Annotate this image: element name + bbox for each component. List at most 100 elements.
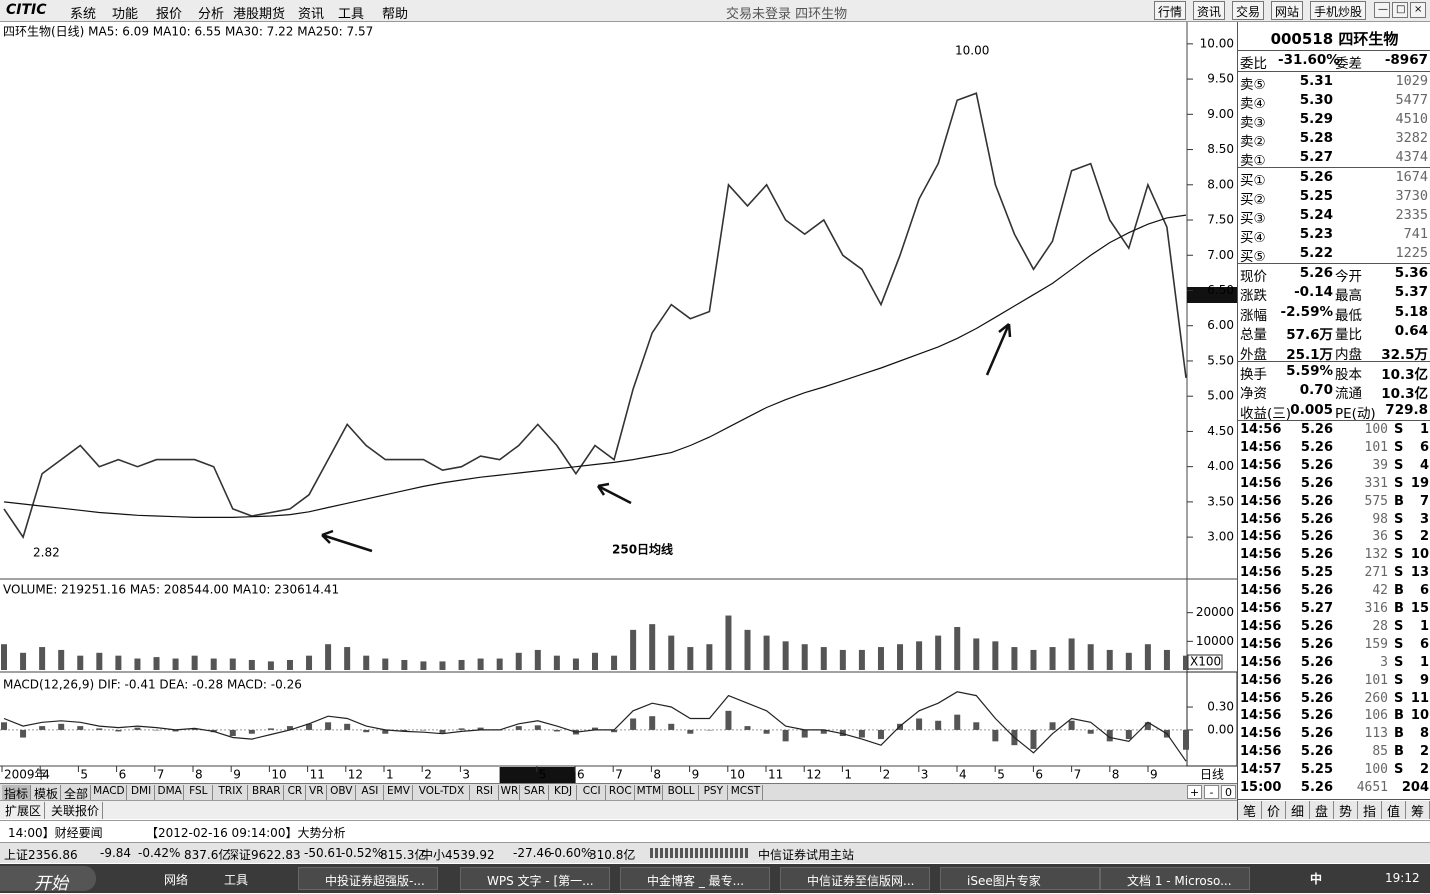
indicator-tab[interactable]: 指标 bbox=[2, 785, 31, 801]
menu-item[interactable]: 资讯 bbox=[298, 7, 325, 22]
menu-item[interactable]: 分析 bbox=[198, 7, 225, 22]
taskbar-item[interactable]: 工具 bbox=[224, 873, 249, 887]
quote-tab[interactable]: 势 bbox=[1334, 801, 1358, 820]
x-tick-label: 4 bbox=[42, 768, 50, 782]
indicator-tab[interactable]: KDJ bbox=[550, 785, 578, 800]
menu-item[interactable]: 帮助 bbox=[382, 7, 409, 22]
tick-side: S bbox=[1394, 475, 1404, 491]
news-item[interactable]: 14:00】财经要闻 bbox=[8, 826, 103, 840]
menu-item[interactable]: 系统 bbox=[70, 7, 97, 22]
quote-tab[interactable]: 值 bbox=[1382, 801, 1406, 820]
indicator-tab[interactable]: VOL-TDX bbox=[414, 785, 471, 800]
indicator-tab[interactable]: DMI bbox=[128, 785, 156, 800]
series-bar bbox=[572, 658, 579, 670]
menu-button[interactable]: 行情 bbox=[1154, 1, 1187, 20]
menu-button[interactable]: 资讯 bbox=[1193, 1, 1226, 20]
window-button[interactable]: □ bbox=[1392, 2, 1408, 18]
indicator-tab[interactable]: CCI bbox=[578, 785, 606, 800]
menu-item[interactable]: 功能 bbox=[112, 7, 139, 22]
indicator-tab[interactable]: 全部 bbox=[62, 785, 91, 801]
window-button[interactable]: × bbox=[1410, 2, 1426, 18]
indicator-tab[interactable]: MACD bbox=[92, 785, 127, 800]
x-tick-label: 9 bbox=[692, 768, 700, 782]
extra-tab[interactable]: 关联报价 bbox=[48, 802, 104, 819]
field-label: 委差 bbox=[1335, 56, 1362, 72]
tick-count: 1 bbox=[1419, 654, 1429, 670]
start-button[interactable]: 开始 bbox=[0, 866, 96, 894]
series-bar bbox=[401, 729, 408, 732]
taskbar-item[interactable]: 中金博客 _ 最专... bbox=[620, 867, 770, 890]
taskbar-item[interactable]: iSee图片专家 bbox=[940, 867, 1100, 890]
tick-time: 14:56 bbox=[1240, 601, 1282, 616]
taskbar-item[interactable]: 中信证券至信版网... bbox=[780, 867, 930, 890]
indicator-tab[interactable]: FSL bbox=[185, 785, 213, 800]
indicator-tab[interactable]: ROC bbox=[607, 785, 635, 800]
x-tick-label: 8 bbox=[653, 768, 661, 782]
indicator-tab[interactable]: BRAR bbox=[249, 785, 285, 800]
quote-tab[interactable]: 价 bbox=[1262, 801, 1286, 820]
zoom-button[interactable]: + bbox=[1187, 785, 1202, 799]
indicator-tab[interactable]: ASI bbox=[357, 785, 385, 800]
tick-side: S bbox=[1394, 636, 1404, 652]
series-bar bbox=[820, 729, 827, 734]
tick-count: 6 bbox=[1419, 583, 1429, 599]
menu-button[interactable]: 手机炒股 bbox=[1310, 1, 1367, 20]
window-button[interactable]: — bbox=[1374, 2, 1390, 18]
ime-indicator[interactable]: 中 bbox=[1310, 872, 1323, 886]
menu-item[interactable]: 港股期货 bbox=[233, 7, 286, 22]
zoom-button[interactable]: 0 bbox=[1221, 785, 1236, 799]
quote-tab[interactable]: 指 bbox=[1358, 801, 1382, 820]
series-bar bbox=[77, 655, 84, 670]
book-volume: 1029 bbox=[1395, 73, 1428, 89]
indicator-tab[interactable]: EMV bbox=[385, 785, 413, 800]
y-tick-label: 7.00 bbox=[1207, 248, 1234, 262]
quote-tab[interactable]: 笔 bbox=[1238, 801, 1262, 820]
menu-item[interactable]: 工具 bbox=[338, 7, 365, 22]
quote-tab[interactable]: 盘 bbox=[1310, 801, 1334, 820]
indicator-tab[interactable]: SAR bbox=[521, 785, 549, 800]
menu-button[interactable]: 网站 bbox=[1271, 1, 1304, 20]
series-bar bbox=[267, 728, 274, 730]
series-bar bbox=[153, 729, 160, 731]
series-bar bbox=[706, 729, 713, 731]
series-bar bbox=[801, 644, 808, 670]
news-item[interactable]: 【2012-02-16 09:14:00】大势分析 bbox=[146, 826, 346, 840]
x-tick-label: 11 bbox=[310, 768, 325, 782]
series-bar bbox=[611, 655, 618, 670]
indicator-tab[interactable]: RSI bbox=[471, 785, 499, 800]
taskbar-item[interactable]: 网络 bbox=[164, 873, 189, 887]
menu-button[interactable]: 交易 bbox=[1232, 1, 1265, 20]
quote-tab[interactable]: 细 bbox=[1286, 801, 1310, 820]
stock-code: 000518 四环生物 bbox=[1270, 30, 1399, 48]
x-tick-label: 5 bbox=[997, 768, 1005, 782]
taskbar-item[interactable]: 文档 1 - Microso... bbox=[1100, 867, 1250, 890]
x-tick-label: 12 bbox=[348, 768, 363, 782]
field-label: 收益(三) bbox=[1240, 405, 1292, 422]
taskbar-item[interactable]: WPS 文字 - [第一... bbox=[460, 867, 610, 890]
indicator-tab[interactable]: MCST bbox=[729, 785, 764, 800]
indicator-tab[interactable]: CR bbox=[285, 785, 306, 800]
indicator-tab[interactable]: OBV bbox=[328, 785, 356, 800]
tick-volume: 113 bbox=[1364, 726, 1388, 742]
field-value: 0.70 bbox=[1299, 382, 1333, 399]
indicator-tab[interactable]: DMA bbox=[156, 785, 184, 800]
series-bar bbox=[420, 729, 427, 731]
indicator-tab[interactable]: VR bbox=[307, 785, 327, 800]
series-bar bbox=[420, 661, 427, 670]
series-bar bbox=[20, 729, 27, 738]
book-price: 5.24 bbox=[1299, 207, 1333, 223]
indicator-tab[interactable]: PSY bbox=[700, 785, 728, 800]
macd-axis-box bbox=[1186, 671, 1237, 767]
menu-item[interactable]: 报价 bbox=[156, 7, 183, 22]
taskbar-item[interactable]: 中投证券超强版-... bbox=[298, 867, 438, 890]
tick-price: 5.26 bbox=[1300, 618, 1333, 634]
series-bar bbox=[458, 659, 465, 670]
extra-tab[interactable]: 扩展区 bbox=[2, 802, 46, 819]
indicator-tab[interactable]: TRIX bbox=[214, 785, 249, 800]
quote-tab[interactable]: 筹 bbox=[1406, 801, 1430, 820]
indicator-tab[interactable]: 模板 bbox=[32, 785, 61, 801]
indicator-tab[interactable]: BOLL bbox=[664, 785, 699, 800]
indicator-tab[interactable]: WR bbox=[500, 785, 521, 800]
zoom-button[interactable]: - bbox=[1204, 785, 1219, 799]
indicator-tab[interactable]: MTM bbox=[636, 785, 664, 800]
